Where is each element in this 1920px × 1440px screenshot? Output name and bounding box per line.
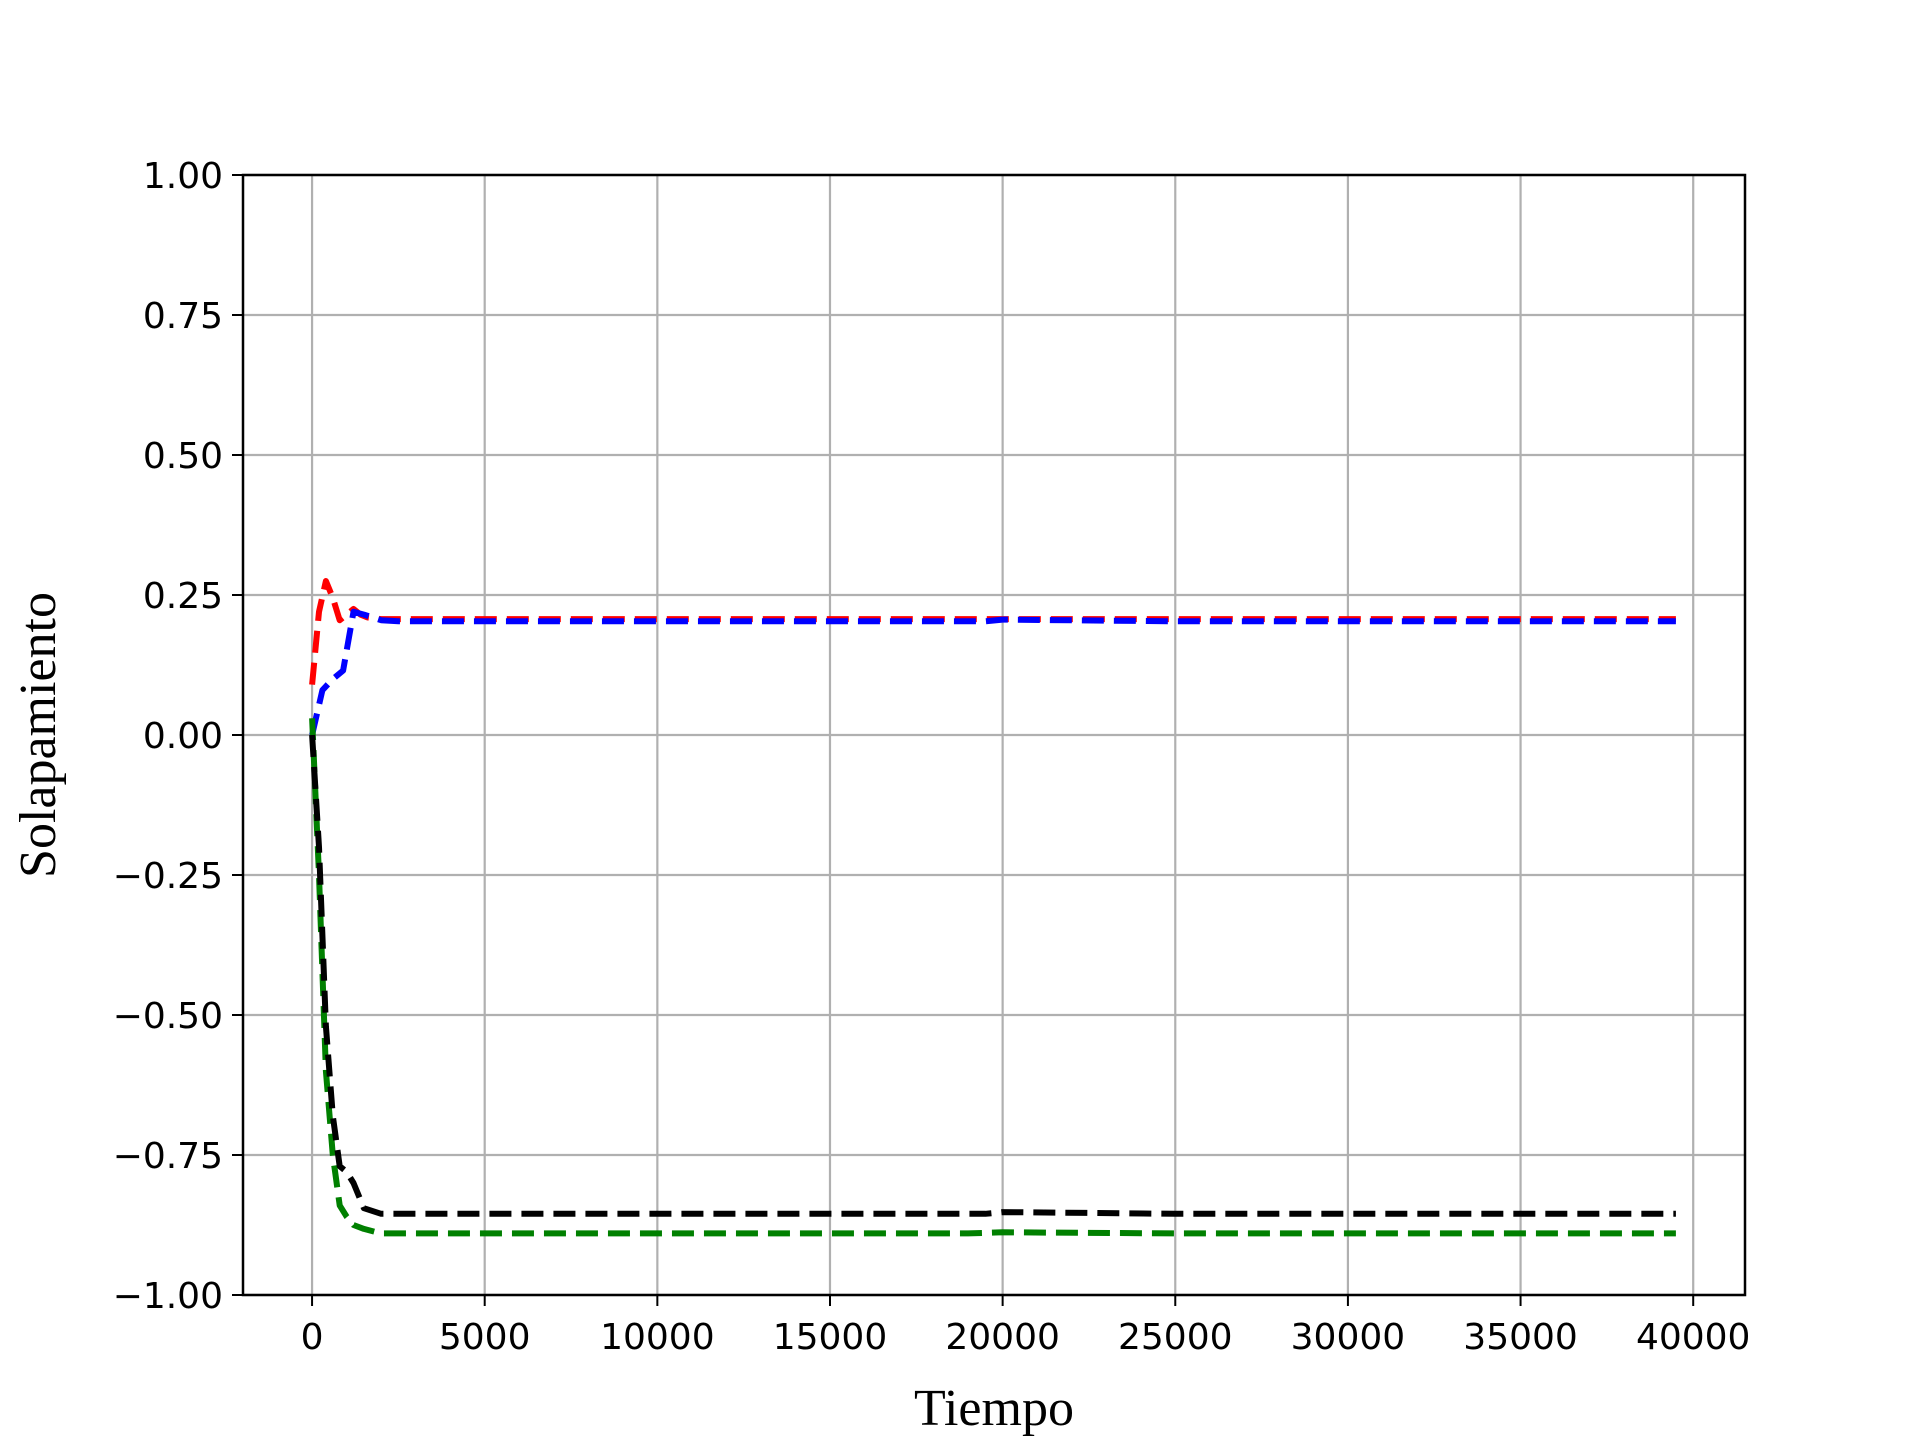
y-tick-label: −0.25 (113, 856, 223, 897)
y-tick-label: 1.00 (143, 156, 223, 197)
x-tick-label: 30000 (1291, 1317, 1406, 1358)
axis-ticks: 0 5000 10000 15000 20000 25000 30000 35000 40000… (113, 156, 1751, 1358)
y-tick-label: −0.50 (113, 996, 223, 1037)
grid-lines (243, 173, 1745, 1297)
y-axis-label: Solapamiento (10, 592, 67, 878)
x-tick-label: 5000 (439, 1317, 531, 1358)
series-line-3 (309, 718, 1676, 1237)
series-line-1 (309, 578, 1676, 685)
x-tick-label: 25000 (1118, 1317, 1233, 1358)
x-tick-label: 40000 (1636, 1317, 1751, 1358)
x-tick-label: 10000 (600, 1317, 715, 1358)
series-lines (309, 578, 1676, 1237)
y-tick-label: −1.00 (113, 1276, 223, 1317)
x-tick-label: 20000 (945, 1317, 1060, 1358)
x-axis-label: Tiempo (914, 1380, 1074, 1437)
y-tick-label: −0.75 (113, 1136, 223, 1177)
series-line-4 (309, 734, 1676, 1217)
x-tick-label: 35000 (1463, 1317, 1578, 1358)
x-tick-label: 0 (301, 1317, 324, 1358)
y-tick-label: 0.00 (143, 716, 223, 757)
y-tick-label: 0.50 (143, 436, 223, 477)
y-tick-label: 0.75 (143, 296, 223, 337)
x-tick-label: 15000 (773, 1317, 888, 1358)
y-tick-label: 0.25 (143, 576, 223, 617)
series-line-2 (309, 608, 1676, 736)
